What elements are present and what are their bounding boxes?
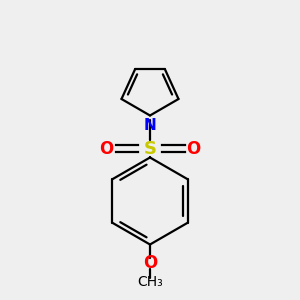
Text: O: O bbox=[99, 140, 114, 158]
Text: S: S bbox=[143, 140, 157, 158]
Text: CH₃: CH₃ bbox=[137, 275, 163, 289]
Text: N: N bbox=[144, 118, 156, 133]
Text: O: O bbox=[186, 140, 201, 158]
Text: O: O bbox=[143, 254, 157, 272]
